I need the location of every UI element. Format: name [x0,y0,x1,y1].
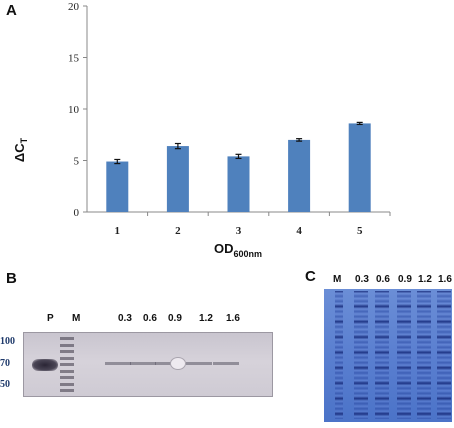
x-tick-label: 2 [175,225,181,237]
gel-c-lane-label: 0.9 [398,274,412,285]
gel-b-lane-label: 0.6 [143,313,157,324]
gel-b-lane-label: 1.6 [226,313,240,324]
panel-c-letter: C [305,268,316,285]
gel-b-bubble [170,357,186,370]
x-tick-label: 5 [357,225,363,237]
bar [288,139,311,212]
bar [227,156,250,212]
x-tick-label: 4 [296,225,302,237]
error-bar [356,121,363,126]
x-axis: 1 2 3 4 5 [87,211,391,237]
y-axis: 0 5 10 15 20 [68,1,88,219]
y-tick-label: 0 [74,207,80,219]
y-tick-label: 10 [68,104,80,116]
gel-b-sample-band [155,362,181,365]
gel-c-sample-lane [437,291,451,419]
panel-a-letter: A [6,2,17,19]
sds-page-gel-image [324,289,452,422]
gel-b-band-p [32,359,58,371]
gel-b-marker-band [60,356,74,360]
gel-c-marker-lane [335,291,343,419]
bar [348,123,371,212]
gel-b-marker-band [60,376,74,379]
gel-c-lane-label: 1.2 [418,274,432,285]
gel-b-marker-band [60,389,74,392]
gel-b-lane-label: M [72,313,81,324]
x-axis-label: OD600nm [214,241,262,259]
bar [166,146,189,212]
gel-b-marker-band [60,337,74,340]
gel-b-marker-band [60,343,74,347]
panel-b-letter: B [6,270,17,287]
gel-b-marker-band [60,382,74,386]
gel-c-sample-lane [354,291,368,419]
gel-b-marker-label: 50 [0,379,10,390]
error-bar [114,158,121,165]
gel-c-lane-label: 1.6 [438,274,452,285]
gel-b-lane-label: 0.3 [118,313,132,324]
error-bar [174,142,181,150]
gel-b-sample-band [186,362,212,365]
gel-b-sample-band [105,362,131,365]
gel-b-sample-band [213,362,239,365]
gel-b-lane-label: 1.2 [199,313,213,324]
gel-b-marker-label: 70 [0,358,10,369]
gel-c-sample-lane [417,291,431,419]
gel-c-sample-lane [375,291,389,419]
gel-b-marker-band [60,369,74,373]
gel-b-lane-label: 0.9 [168,313,182,324]
y-axis-label: ΔCT [12,137,29,162]
gel-c-lane-label: 0.3 [355,274,369,285]
gel-b-marker-band [60,363,74,366]
gel-c-sample-lane [397,291,411,419]
y-tick-label: 20 [68,1,80,13]
gel-b-sample-band [130,362,156,365]
error-bar [235,153,242,160]
gel-c-lane-label: 0.6 [376,274,390,285]
x-tick-label: 1 [115,225,121,237]
x-tick-label: 3 [236,225,242,237]
y-tick-label: 15 [68,53,80,65]
gel-c-lane-label: M [333,274,342,285]
gel-b-marker-band [60,350,74,353]
gel-b-lane-label: P [47,313,54,324]
error-bar [296,138,303,142]
bar [106,161,129,212]
western-blot-image [23,332,273,397]
bars [106,123,371,212]
gel-b-marker-label: 100 [0,336,15,347]
bar-chart: 0 5 10 15 20 1 2 3 4 5 ΔCT OD600nm [12,1,391,259]
y-tick-label: 5 [74,156,80,168]
error-bars [114,121,363,165]
